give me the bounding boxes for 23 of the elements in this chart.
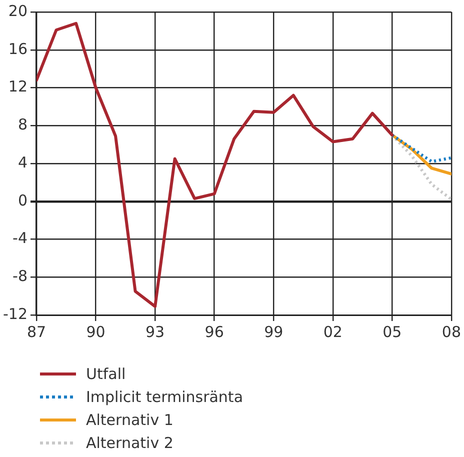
y-tick-label: 4 (18, 153, 28, 172)
y-tick-label: -4 (12, 229, 28, 248)
y-tick-label: 20 (8, 2, 28, 20)
y-tick-label: -8 (12, 267, 28, 286)
legend-label: Utfall (86, 364, 126, 382)
x-tick-label: 05 (382, 322, 402, 341)
x-tick-label: 90 (86, 322, 106, 341)
line-series (390, 134, 452, 164)
x-tick-label: 96 (204, 322, 224, 341)
x-tick-label: 08 (442, 322, 462, 341)
y-tick-label: -12 (3, 304, 28, 323)
y-tick-label: 8 (18, 116, 28, 134)
x-tick-label: 87 (26, 322, 46, 341)
legend-label: Alternativ 1 (86, 410, 174, 428)
x-tick-label: 93 (146, 322, 165, 341)
legend-label: Alternativ 2 (86, 434, 174, 452)
y-tick-label: 16 (8, 40, 28, 58)
x-tick-label: 99 (264, 322, 284, 341)
y-tick-label: 0 (18, 191, 28, 210)
legend-label: Implicit terminsränta (86, 388, 244, 406)
y-tick-label: 12 (8, 78, 28, 96)
x-tick-label: 02 (323, 322, 342, 341)
line-series (390, 134, 452, 201)
